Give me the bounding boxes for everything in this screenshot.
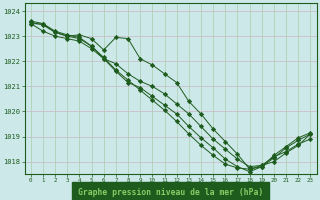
X-axis label: Graphe pression niveau de la mer (hPa): Graphe pression niveau de la mer (hPa)	[78, 188, 263, 197]
